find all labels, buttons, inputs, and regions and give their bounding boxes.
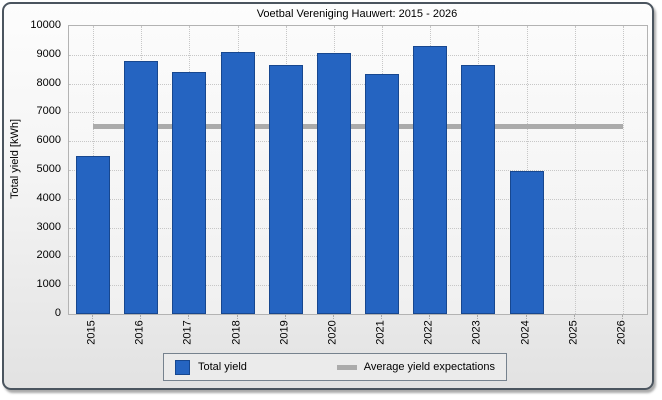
h-gridline (69, 198, 647, 200)
x-axis-tick (477, 315, 479, 319)
average-line (93, 124, 623, 130)
x-axis-tick (332, 315, 334, 319)
y-axis-tick-label: 9000 (36, 47, 61, 60)
h-gridline (69, 285, 647, 287)
y-axis-tick-label: 8000 (36, 76, 61, 89)
x-axis-label-2025: 2025 (567, 320, 580, 345)
x-axis-tick (381, 315, 383, 319)
x-axis-tick (188, 315, 190, 319)
bar-2018 (220, 51, 255, 314)
bar-2023 (461, 64, 496, 314)
bar-2020 (316, 53, 351, 314)
v-gridline (622, 26, 624, 314)
legend-label-average-expectations: Average yield expectations (363, 361, 495, 373)
h-gridline (69, 227, 647, 229)
x-axis-tick (92, 315, 94, 319)
h-gridline (69, 54, 647, 56)
x-axis-tick (525, 315, 527, 319)
y-axis-tick-label: 3000 (36, 220, 61, 233)
x-axis-label-2020: 2020 (326, 320, 339, 345)
x-axis-label-2026: 2026 (615, 320, 628, 345)
average-line-swatch-icon (336, 364, 357, 370)
x-axis-label-2019: 2019 (278, 320, 291, 345)
y-axis-tick-label: 4000 (36, 191, 61, 204)
bar-2017 (172, 72, 207, 314)
chart-title: Voetbal Vereniging Hauwert: 2015 - 2026 (256, 8, 458, 20)
x-axis-label-2017: 2017 (181, 320, 194, 345)
plot-area (68, 25, 648, 315)
x-axis-label-2023: 2023 (470, 320, 483, 345)
y-axis-tick-label: 6000 (36, 134, 61, 147)
v-gridline (526, 26, 528, 314)
x-axis-tick (284, 315, 286, 319)
bar-2024 (509, 171, 544, 314)
x-axis-label-2021: 2021 (374, 320, 387, 345)
bar-2019 (268, 64, 303, 314)
x-axis-label-2024: 2024 (519, 320, 532, 345)
bar-2021 (365, 73, 400, 314)
legend-label-total-yield: Total yield (198, 361, 247, 373)
y-axis-tick-label: 5000 (36, 163, 61, 175)
legend-item-total-yield: Total yield (175, 359, 247, 375)
h-gridline (69, 112, 647, 114)
x-axis-label-2016: 2016 (133, 320, 146, 345)
y-axis-tick-label: 1000 (36, 278, 61, 291)
x-axis-label-2018: 2018 (230, 320, 243, 345)
bar-2022 (413, 46, 448, 314)
x-axis-label-2015: 2015 (85, 320, 98, 345)
x-axis-label-2022: 2022 (422, 320, 435, 345)
x-axis-tick (573, 315, 575, 319)
bar-2016 (124, 60, 159, 314)
h-gridline (69, 83, 647, 85)
x-axis-tick (621, 315, 623, 319)
y-axis-tick-label: 0 (54, 307, 61, 319)
h-gridline (69, 256, 647, 258)
total-yield-swatch-icon (175, 359, 190, 375)
x-axis-tick (429, 315, 431, 319)
bar-2015 (76, 155, 111, 314)
legend: Total yield Average yield expectations (163, 353, 507, 381)
x-axis-tick (140, 315, 142, 319)
h-gridline (69, 170, 647, 171)
y-axis-tick-label: 10000 (30, 19, 61, 31)
legend-item-average-expectations: Average yield expectations (336, 361, 495, 373)
y-axis-tick-label: 2000 (36, 249, 61, 262)
v-gridline (574, 26, 576, 314)
h-gridline (69, 141, 647, 143)
x-axis-tick (236, 315, 238, 319)
y-axis-tick-label: 7000 (36, 105, 61, 118)
